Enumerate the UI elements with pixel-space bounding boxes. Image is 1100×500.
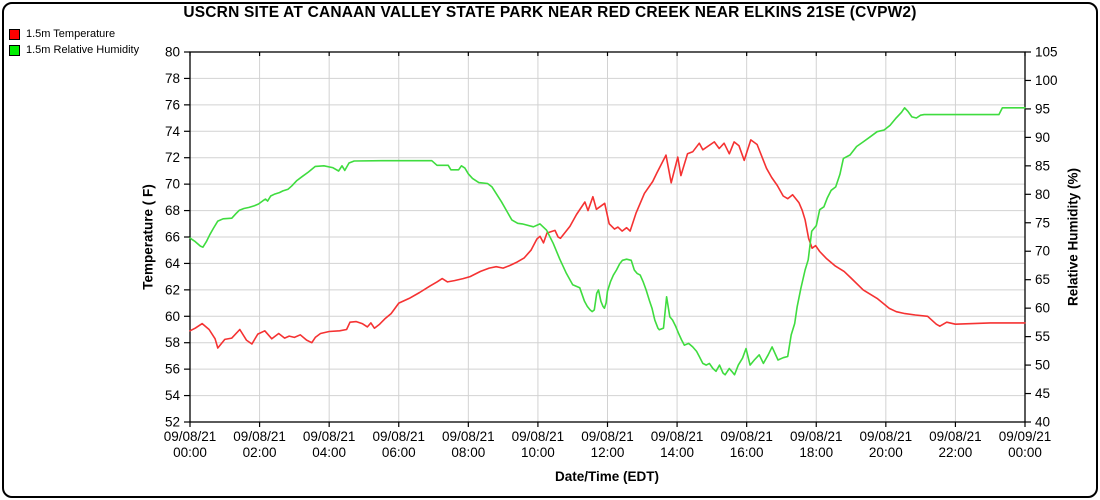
svg-text:22:00: 22:00 (939, 445, 973, 460)
svg-text:00:00: 00:00 (1008, 445, 1042, 460)
svg-text:72: 72 (165, 150, 180, 165)
svg-text:60: 60 (165, 309, 180, 324)
svg-text:60: 60 (1035, 301, 1050, 316)
axis-ticks (184, 51, 1031, 427)
svg-text:80: 80 (165, 45, 180, 60)
legend-label-humidity: 1.5m Relative Humidity (26, 44, 140, 56)
svg-text:74: 74 (165, 124, 181, 139)
legend-item-temperature: 1.5m Temperature (9, 26, 139, 42)
svg-text:78: 78 (165, 71, 180, 86)
svg-text:20:00: 20:00 (869, 445, 903, 460)
svg-text:08:00: 08:00 (451, 445, 485, 460)
svg-text:70: 70 (1035, 244, 1050, 259)
svg-text:62: 62 (165, 282, 180, 297)
svg-text:09/08/21: 09/08/21 (164, 429, 217, 444)
svg-text:80: 80 (1035, 187, 1050, 202)
svg-text:90: 90 (1035, 130, 1050, 145)
svg-text:02:00: 02:00 (243, 445, 277, 460)
svg-text:14:00: 14:00 (660, 445, 694, 460)
svg-text:09/08/21: 09/08/21 (651, 429, 704, 444)
temperature-swatch-icon (9, 28, 20, 40)
svg-text:09/09/21: 09/09/21 (999, 429, 1052, 444)
svg-text:09/08/21: 09/08/21 (790, 429, 843, 444)
svg-text:09/08/21: 09/08/21 (303, 429, 356, 444)
svg-text:64: 64 (165, 256, 181, 271)
svg-text:54: 54 (165, 388, 181, 403)
svg-text:04:00: 04:00 (312, 445, 346, 460)
svg-text:56: 56 (165, 362, 180, 377)
svg-text:45: 45 (1035, 386, 1050, 401)
svg-text:00:00: 00:00 (173, 445, 207, 460)
legend-label-temperature: 1.5m Temperature (26, 28, 116, 40)
svg-text:09/08/21: 09/08/21 (581, 429, 634, 444)
svg-text:68: 68 (165, 203, 180, 218)
svg-text:58: 58 (165, 335, 180, 350)
svg-text:09/08/21: 09/08/21 (929, 429, 982, 444)
tick-labels: 52 54 56 58 60 62 64 66 68 70 72 74 76 78 80 40 45 50 55 60… (164, 45, 1058, 461)
svg-text:100: 100 (1035, 73, 1058, 88)
svg-text:66: 66 (165, 230, 180, 245)
svg-text:09/08/21: 09/08/21 (512, 429, 565, 444)
svg-text:75: 75 (1035, 215, 1050, 230)
svg-text:85: 85 (1035, 158, 1050, 173)
svg-text:09/08/21: 09/08/21 (372, 429, 425, 444)
temperature-line (189, 139, 1026, 349)
legend: 1.5m Temperature 1.5m Relative Humidity (9, 26, 139, 58)
svg-text:18:00: 18:00 (799, 445, 833, 460)
svg-text:09/08/21: 09/08/21 (233, 429, 286, 444)
svg-text:70: 70 (165, 177, 180, 192)
svg-text:09/08/21: 09/08/21 (720, 429, 773, 444)
chart-title: USCRN SITE AT CANAAN VALLEY STATE PARK N… (183, 4, 917, 21)
y-axis-left-title: Temperature ( F) (140, 184, 156, 290)
y-axis-right-title: Relative Humidity (%) (1065, 167, 1081, 307)
legend-item-humidity: 1.5m Relative Humidity (9, 42, 139, 58)
svg-text:95: 95 (1035, 101, 1050, 116)
svg-text:50: 50 (1035, 358, 1050, 373)
x-axis-title: Date/Time (EDT) (554, 469, 660, 484)
svg-text:09/08/21: 09/08/21 (860, 429, 913, 444)
svg-text:65: 65 (1035, 272, 1050, 287)
svg-text:09/08/21: 09/08/21 (442, 429, 495, 444)
svg-text:105: 105 (1035, 45, 1058, 60)
humidity-swatch-icon (9, 44, 20, 56)
svg-text:55: 55 (1035, 329, 1050, 344)
svg-text:06:00: 06:00 (382, 445, 416, 460)
gridlines (190, 52, 1025, 422)
svg-text:52: 52 (165, 415, 180, 430)
svg-text:12:00: 12:00 (591, 445, 625, 460)
humidity-line (189, 107, 1026, 376)
svg-text:10:00: 10:00 (521, 445, 555, 460)
svg-text:76: 76 (165, 97, 180, 112)
svg-text:16:00: 16:00 (730, 445, 764, 460)
svg-text:40: 40 (1035, 415, 1050, 430)
